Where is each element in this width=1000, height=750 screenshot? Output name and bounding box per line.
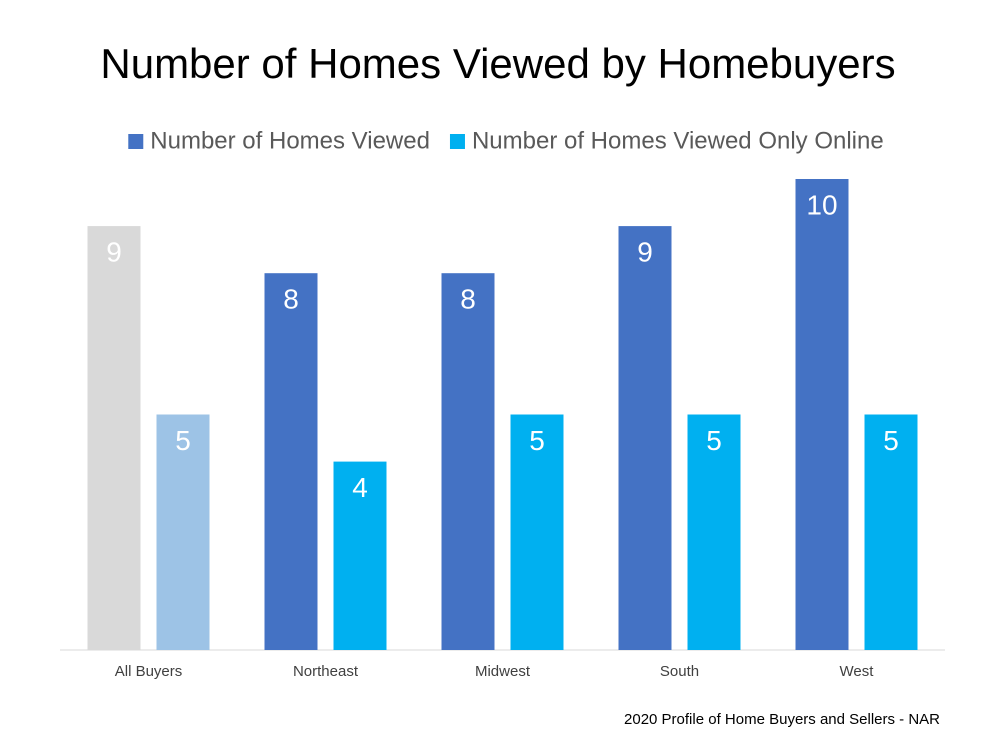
bar bbox=[87, 226, 141, 650]
data-label: 10 bbox=[806, 189, 837, 220]
x-tick-label: Northeast bbox=[293, 663, 359, 680]
legend-swatch bbox=[449, 134, 465, 149]
data-label: 4 bbox=[352, 472, 368, 503]
legend-label: Number of Homes Viewed Only Online bbox=[472, 127, 884, 154]
bar bbox=[795, 179, 849, 650]
data-label: 5 bbox=[883, 425, 899, 456]
data-label: 9 bbox=[106, 236, 122, 267]
bar bbox=[156, 414, 210, 650]
bar bbox=[264, 273, 318, 650]
chart-title: Number of Homes Viewed by Homebuyers bbox=[100, 40, 895, 87]
data-label: 9 bbox=[637, 236, 653, 267]
legend-label: Number of Homes Viewed bbox=[150, 127, 430, 154]
bar bbox=[864, 414, 918, 650]
legend-swatch bbox=[128, 134, 144, 149]
x-tick-label: West bbox=[840, 663, 875, 680]
data-label: 8 bbox=[460, 284, 476, 315]
data-label: 5 bbox=[175, 425, 191, 456]
bar bbox=[333, 461, 387, 650]
bar bbox=[510, 414, 564, 650]
data-label: 5 bbox=[706, 425, 722, 456]
source-note: 2020 Profile of Home Buyers and Sellers … bbox=[624, 711, 940, 728]
data-label: 8 bbox=[283, 284, 299, 315]
bar bbox=[687, 414, 741, 650]
x-tick-label: Midwest bbox=[475, 663, 531, 680]
x-tick-label: South bbox=[660, 663, 699, 680]
data-label: 5 bbox=[529, 425, 545, 456]
bar bbox=[441, 273, 495, 650]
bar bbox=[618, 226, 672, 650]
x-tick-label: All Buyers bbox=[115, 663, 183, 680]
